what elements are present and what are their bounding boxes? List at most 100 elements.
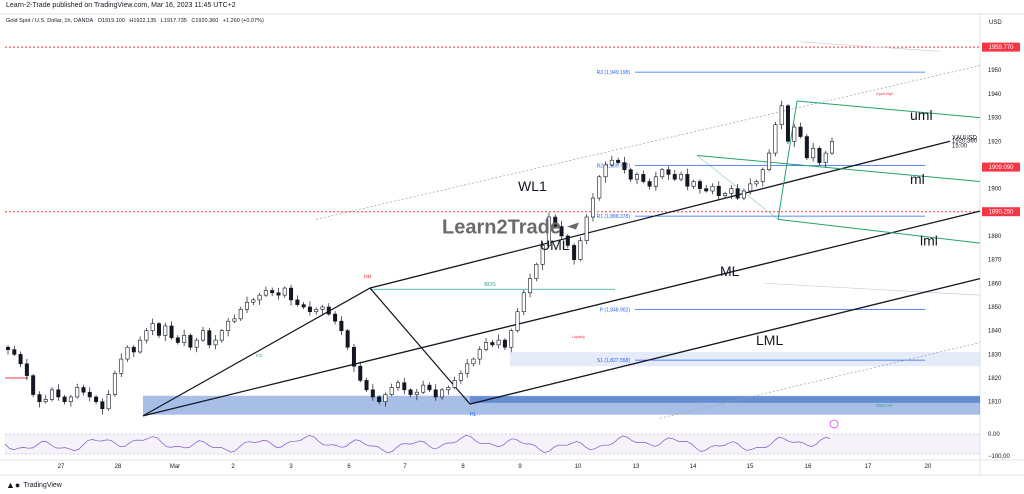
price-badge-label: 1909.090 — [988, 165, 1014, 171]
watermark-arrow-icon — [567, 222, 579, 230]
candle — [723, 193, 728, 197]
candle — [182, 335, 187, 343]
pivot-label: P (1,848.902) — [600, 308, 631, 314]
candle — [307, 306, 312, 313]
ml-upper-label: ml — [910, 171, 925, 187]
candle — [616, 159, 621, 163]
candle — [716, 185, 721, 197]
candle — [477, 349, 482, 360]
pivot-label: R2 (1,909.722) — [597, 164, 631, 170]
pivot-label: R1 (1,888.378) — [597, 214, 631, 220]
x-tick-label: Mar — [170, 464, 180, 470]
candle — [12, 349, 17, 355]
candle — [546, 216, 551, 246]
candle — [251, 299, 256, 303]
candle — [597, 176, 602, 199]
hl-label: HL — [470, 412, 477, 418]
candle — [364, 380, 369, 391]
candle — [131, 346, 136, 353]
x-tick-label: 8 — [461, 464, 465, 470]
candle — [779, 105, 784, 125]
y-tick-label: 1840 — [988, 329, 1002, 335]
candle — [666, 169, 671, 175]
candle — [496, 339, 501, 346]
green-handle-line — [777, 100, 798, 220]
x-tick-label: 7 — [403, 464, 407, 470]
candle — [50, 389, 55, 400]
watermark-label: Learn2Trade — [442, 217, 561, 239]
candle — [760, 169, 765, 182]
candle — [257, 294, 262, 301]
candle — [452, 380, 457, 388]
y-tick-label: 1940 — [988, 92, 1002, 98]
candle — [590, 197, 595, 218]
candle — [301, 304, 306, 308]
candles-group — [6, 100, 834, 415]
lml-upper-label: lml — [920, 232, 938, 248]
price-badge-label: 1959.770 — [988, 45, 1014, 51]
symbol-name: Gold Spot / U.S. Dollar, 1h, OANDA — [6, 18, 94, 24]
x-tick-label: 27 — [58, 464, 65, 470]
candle — [584, 216, 589, 242]
uml-upper-label: uml — [910, 107, 933, 123]
x-tick-label: 10 — [575, 464, 582, 470]
candle — [119, 358, 124, 374]
candle — [465, 363, 470, 374]
x-tick-label: 2 — [231, 464, 235, 470]
small-mark: Liquidity — [572, 335, 585, 339]
candle — [440, 389, 445, 398]
candle — [685, 174, 690, 187]
candle — [219, 330, 224, 341]
rsi-band — [5, 434, 980, 454]
candle — [572, 245, 577, 260]
candle — [238, 309, 243, 320]
candle — [691, 181, 696, 187]
y-tick-label: 1930 — [988, 116, 1002, 122]
upper-dashed-trendline — [315, 65, 981, 220]
candle — [194, 339, 199, 348]
candle — [56, 389, 61, 398]
candle — [565, 235, 570, 246]
candle — [370, 389, 375, 398]
candle — [792, 126, 797, 142]
support-zone-core — [470, 396, 980, 403]
candle — [150, 323, 155, 331]
candle — [729, 188, 734, 194]
candle — [68, 396, 73, 402]
alert-icon — [829, 419, 839, 429]
rsi-line — [4, 434, 831, 454]
candle — [798, 126, 803, 137]
candle — [710, 185, 715, 192]
candle — [622, 162, 627, 170]
lower-dashed-trendline — [659, 342, 981, 419]
candle — [402, 382, 407, 391]
candle — [144, 330, 149, 341]
x-tick-label: 14 — [690, 464, 697, 470]
candle — [100, 401, 105, 410]
faint-grey-line — [764, 282, 981, 296]
green-ml-line — [696, 154, 981, 183]
price-badge-label: 15:00 — [952, 143, 968, 149]
pitchfork-lower-line — [469, 277, 981, 405]
candle — [421, 384, 426, 393]
candle — [458, 372, 463, 381]
candle — [433, 389, 438, 398]
candle — [270, 290, 275, 294]
candle — [785, 105, 790, 142]
candle — [351, 346, 356, 367]
candle — [484, 342, 489, 350]
candle — [471, 358, 476, 365]
y-tick-label: 1810 — [988, 400, 1002, 406]
candle — [490, 342, 495, 346]
price-badge-bg — [982, 162, 1020, 172]
rsi-tick-label: 0.00 — [988, 432, 1000, 438]
price-badge-label: 1890.250 — [988, 210, 1014, 216]
candle — [125, 346, 130, 360]
small-mark: EQL — [256, 354, 263, 358]
y-tick-label: 1920 — [988, 139, 1002, 145]
candle — [609, 159, 614, 166]
candle — [345, 330, 350, 348]
candle — [383, 394, 388, 402]
x-tick-label: 17 — [865, 464, 872, 470]
